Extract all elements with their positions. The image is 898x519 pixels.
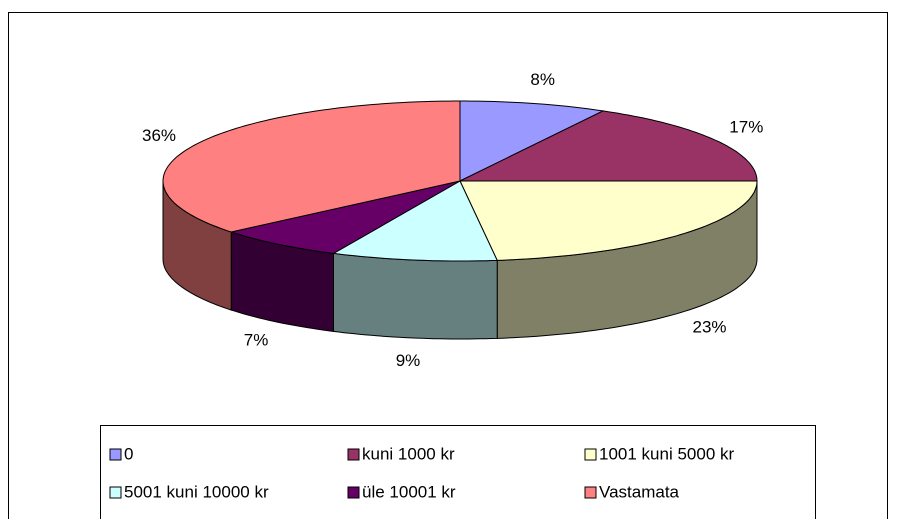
- slice: [162, 100, 461, 311]
- legend-swatch: [347, 486, 360, 499]
- slice-top: [459, 100, 605, 182]
- legend-swatch: [347, 448, 360, 461]
- data-label: 8%: [530, 70, 555, 89]
- legend-label: 5001 kuni 10000 kr: [124, 482, 269, 501]
- slice-top: [459, 110, 758, 182]
- data-label: 7%: [244, 331, 269, 350]
- data-label: 23%: [692, 317, 726, 336]
- slice-top: [459, 180, 758, 261]
- legend-label: 0: [124, 444, 133, 463]
- slice: [229, 180, 461, 332]
- legend-swatch: [584, 486, 597, 499]
- slice-top: [229, 180, 461, 254]
- slice-side: [333, 252, 498, 340]
- slice: [331, 180, 498, 340]
- legend-swatch: [109, 486, 122, 499]
- legend-swatch: [109, 448, 122, 461]
- legend-swatch: [584, 448, 597, 461]
- data-label: 36%: [142, 126, 176, 145]
- data-label: 17%: [729, 118, 763, 137]
- slice-top: [162, 100, 461, 233]
- legend-label: Vastamata: [599, 482, 680, 501]
- legend-label: 1001 kuni 5000 kr: [599, 444, 734, 463]
- legend-box: [100, 425, 816, 519]
- slice: [459, 100, 605, 182]
- slice-top: [331, 180, 498, 262]
- slice: [459, 110, 758, 182]
- data-label: 9%: [396, 351, 421, 370]
- legend-label: üle 10001 kr: [362, 482, 456, 501]
- legend-label: kuni 1000 kr: [362, 444, 455, 463]
